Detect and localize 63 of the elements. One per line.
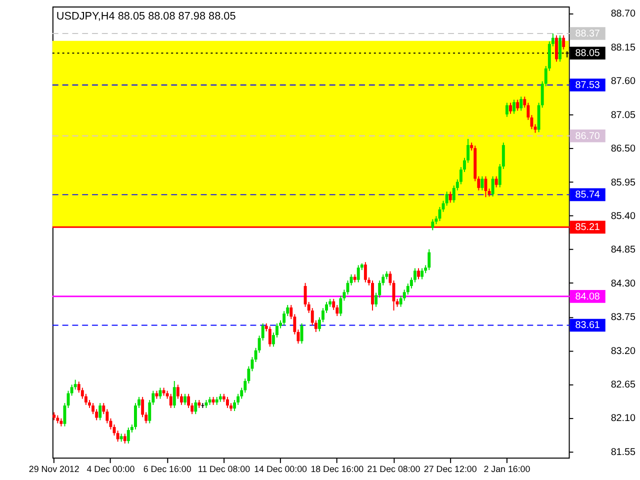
y-tick-label: 84.30 bbox=[610, 278, 636, 290]
candlestick bbox=[268, 326, 272, 348]
candlestick bbox=[520, 96, 523, 112]
x-tick-label: 29 Nov 2012 bbox=[28, 464, 80, 474]
candlestick bbox=[184, 393, 186, 406]
candlestick bbox=[428, 248, 431, 271]
ref-line-label: 84.08 bbox=[575, 291, 600, 302]
y-tick-label: 88.70 bbox=[610, 8, 636, 20]
candlestick bbox=[420, 268, 424, 280]
candlestick bbox=[555, 34, 558, 62]
candlestick bbox=[491, 176, 494, 198]
candlestick bbox=[194, 400, 198, 415]
x-tick-label: 21 Dec 08:00 bbox=[367, 464, 420, 474]
y-tick-label: 85.40 bbox=[610, 210, 636, 222]
candlestick bbox=[126, 427, 130, 444]
y-tick-label: 85.95 bbox=[610, 177, 636, 188]
candlestick bbox=[63, 402, 66, 427]
ref-line-label: 85.21 bbox=[575, 222, 600, 234]
candlestick bbox=[431, 218, 434, 231]
y-tick-label: 82.10 bbox=[610, 413, 636, 424]
ref-line-label: 87.53 bbox=[575, 80, 600, 91]
chart-title: USDJPY,H4 88.05 88.08 87.98 88.05 bbox=[56, 10, 236, 22]
y-tick-label: 87.60 bbox=[610, 76, 636, 88]
candlestick bbox=[350, 274, 353, 286]
candlestick bbox=[558, 34, 562, 62]
candlestick bbox=[494, 176, 498, 188]
ref-line-label: 83.61 bbox=[575, 320, 600, 332]
candlestick bbox=[509, 102, 512, 114]
x-tick-label: 4 Dec 00:00 bbox=[86, 464, 135, 474]
y-tick-label: 88.15 bbox=[610, 42, 636, 54]
candlestick bbox=[172, 380, 176, 408]
candlestick bbox=[516, 99, 520, 112]
x-tick-label: 6 Dec 16:00 bbox=[143, 464, 192, 474]
ref-line-label: 86.70 bbox=[575, 130, 600, 142]
candlestick bbox=[98, 402, 102, 421]
candlestick bbox=[364, 262, 367, 283]
candlestick bbox=[226, 396, 229, 408]
candlestick bbox=[356, 264, 360, 283]
y-tick-label: 82.65 bbox=[610, 380, 636, 391]
y-tick-label: 83.75 bbox=[610, 312, 636, 324]
candlestick bbox=[116, 430, 120, 442]
candlestick bbox=[505, 102, 508, 118]
y-tick-label: 84.85 bbox=[610, 244, 636, 256]
candlestick bbox=[484, 176, 488, 198]
candlestick bbox=[480, 176, 484, 191]
candlestick bbox=[512, 99, 516, 114]
y-tick-label: 86.50 bbox=[610, 144, 636, 155]
y-tick-label: 87.05 bbox=[610, 110, 636, 121]
candlestick bbox=[123, 433, 126, 444]
candlestick bbox=[448, 191, 452, 204]
candlestick bbox=[417, 268, 420, 280]
x-tick-label: 27 Dec 12:00 bbox=[424, 464, 477, 474]
candlestick bbox=[562, 34, 566, 50]
x-tick-label: 14 Dec 00:00 bbox=[254, 464, 308, 474]
candlestick bbox=[371, 280, 374, 312]
y-tick-label: 81.55 bbox=[610, 446, 636, 458]
ref-line-label: 85.74 bbox=[575, 190, 600, 201]
x-tick-label: 11 Dec 08:00 bbox=[198, 464, 250, 474]
x-tick-label: 18 Dec 16:00 bbox=[310, 464, 364, 474]
x-tick-label: 2 Jan 16:00 bbox=[484, 464, 530, 474]
candlestick bbox=[169, 393, 172, 408]
y-tick-label: 83.20 bbox=[610, 346, 636, 357]
ref-line-label: 88.05 bbox=[575, 48, 600, 60]
